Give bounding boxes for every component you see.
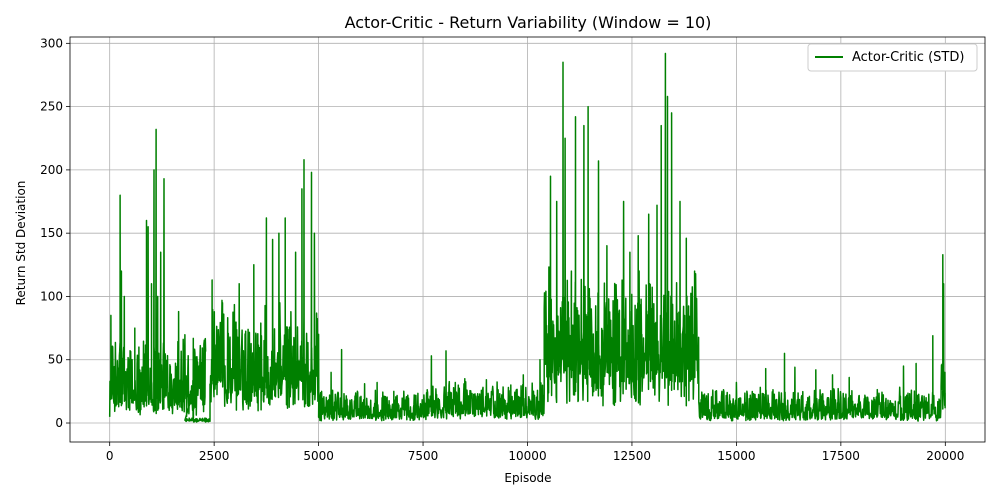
x-tick-label: 15000 [717, 449, 755, 463]
legend-label: Actor-Critic (STD) [852, 50, 964, 65]
y-tick-label: 250 [40, 100, 63, 114]
x-tick-label: 20000 [926, 449, 964, 463]
y-tick-label: 200 [40, 163, 63, 177]
x-tick-label: 10000 [508, 449, 546, 463]
y-axis-ticks: 0 50 100 150 200 250 300 [40, 36, 70, 430]
legend: Actor-Critic (STD) [807, 43, 978, 72]
plot-area [108, 52, 946, 423]
x-tick-label: 12500 [613, 449, 651, 463]
chart-title: Actor-Critic - Return Variability (Windo… [345, 13, 712, 32]
y-tick-label: 300 [40, 36, 63, 50]
x-tick-label: 5000 [303, 449, 334, 463]
x-tick-label: 7500 [408, 449, 439, 463]
x-tick-label: 0 [106, 449, 114, 463]
x-tick-label: 2500 [199, 449, 230, 463]
y-axis-label: Return Std Deviation [14, 181, 28, 306]
y-tick-label: 100 [40, 289, 63, 303]
legend-box [807, 43, 978, 72]
x-axis-label: Episode [504, 471, 551, 485]
y-tick-label: 150 [40, 226, 63, 240]
series-line [108, 52, 946, 423]
x-axis-ticks: 0 2500 5000 7500 10000 12500 15000 17500 20000 [106, 442, 964, 463]
y-tick-label: 50 [48, 353, 63, 367]
y-tick-label: 0 [55, 416, 63, 430]
x-tick-label: 17500 [822, 449, 860, 463]
